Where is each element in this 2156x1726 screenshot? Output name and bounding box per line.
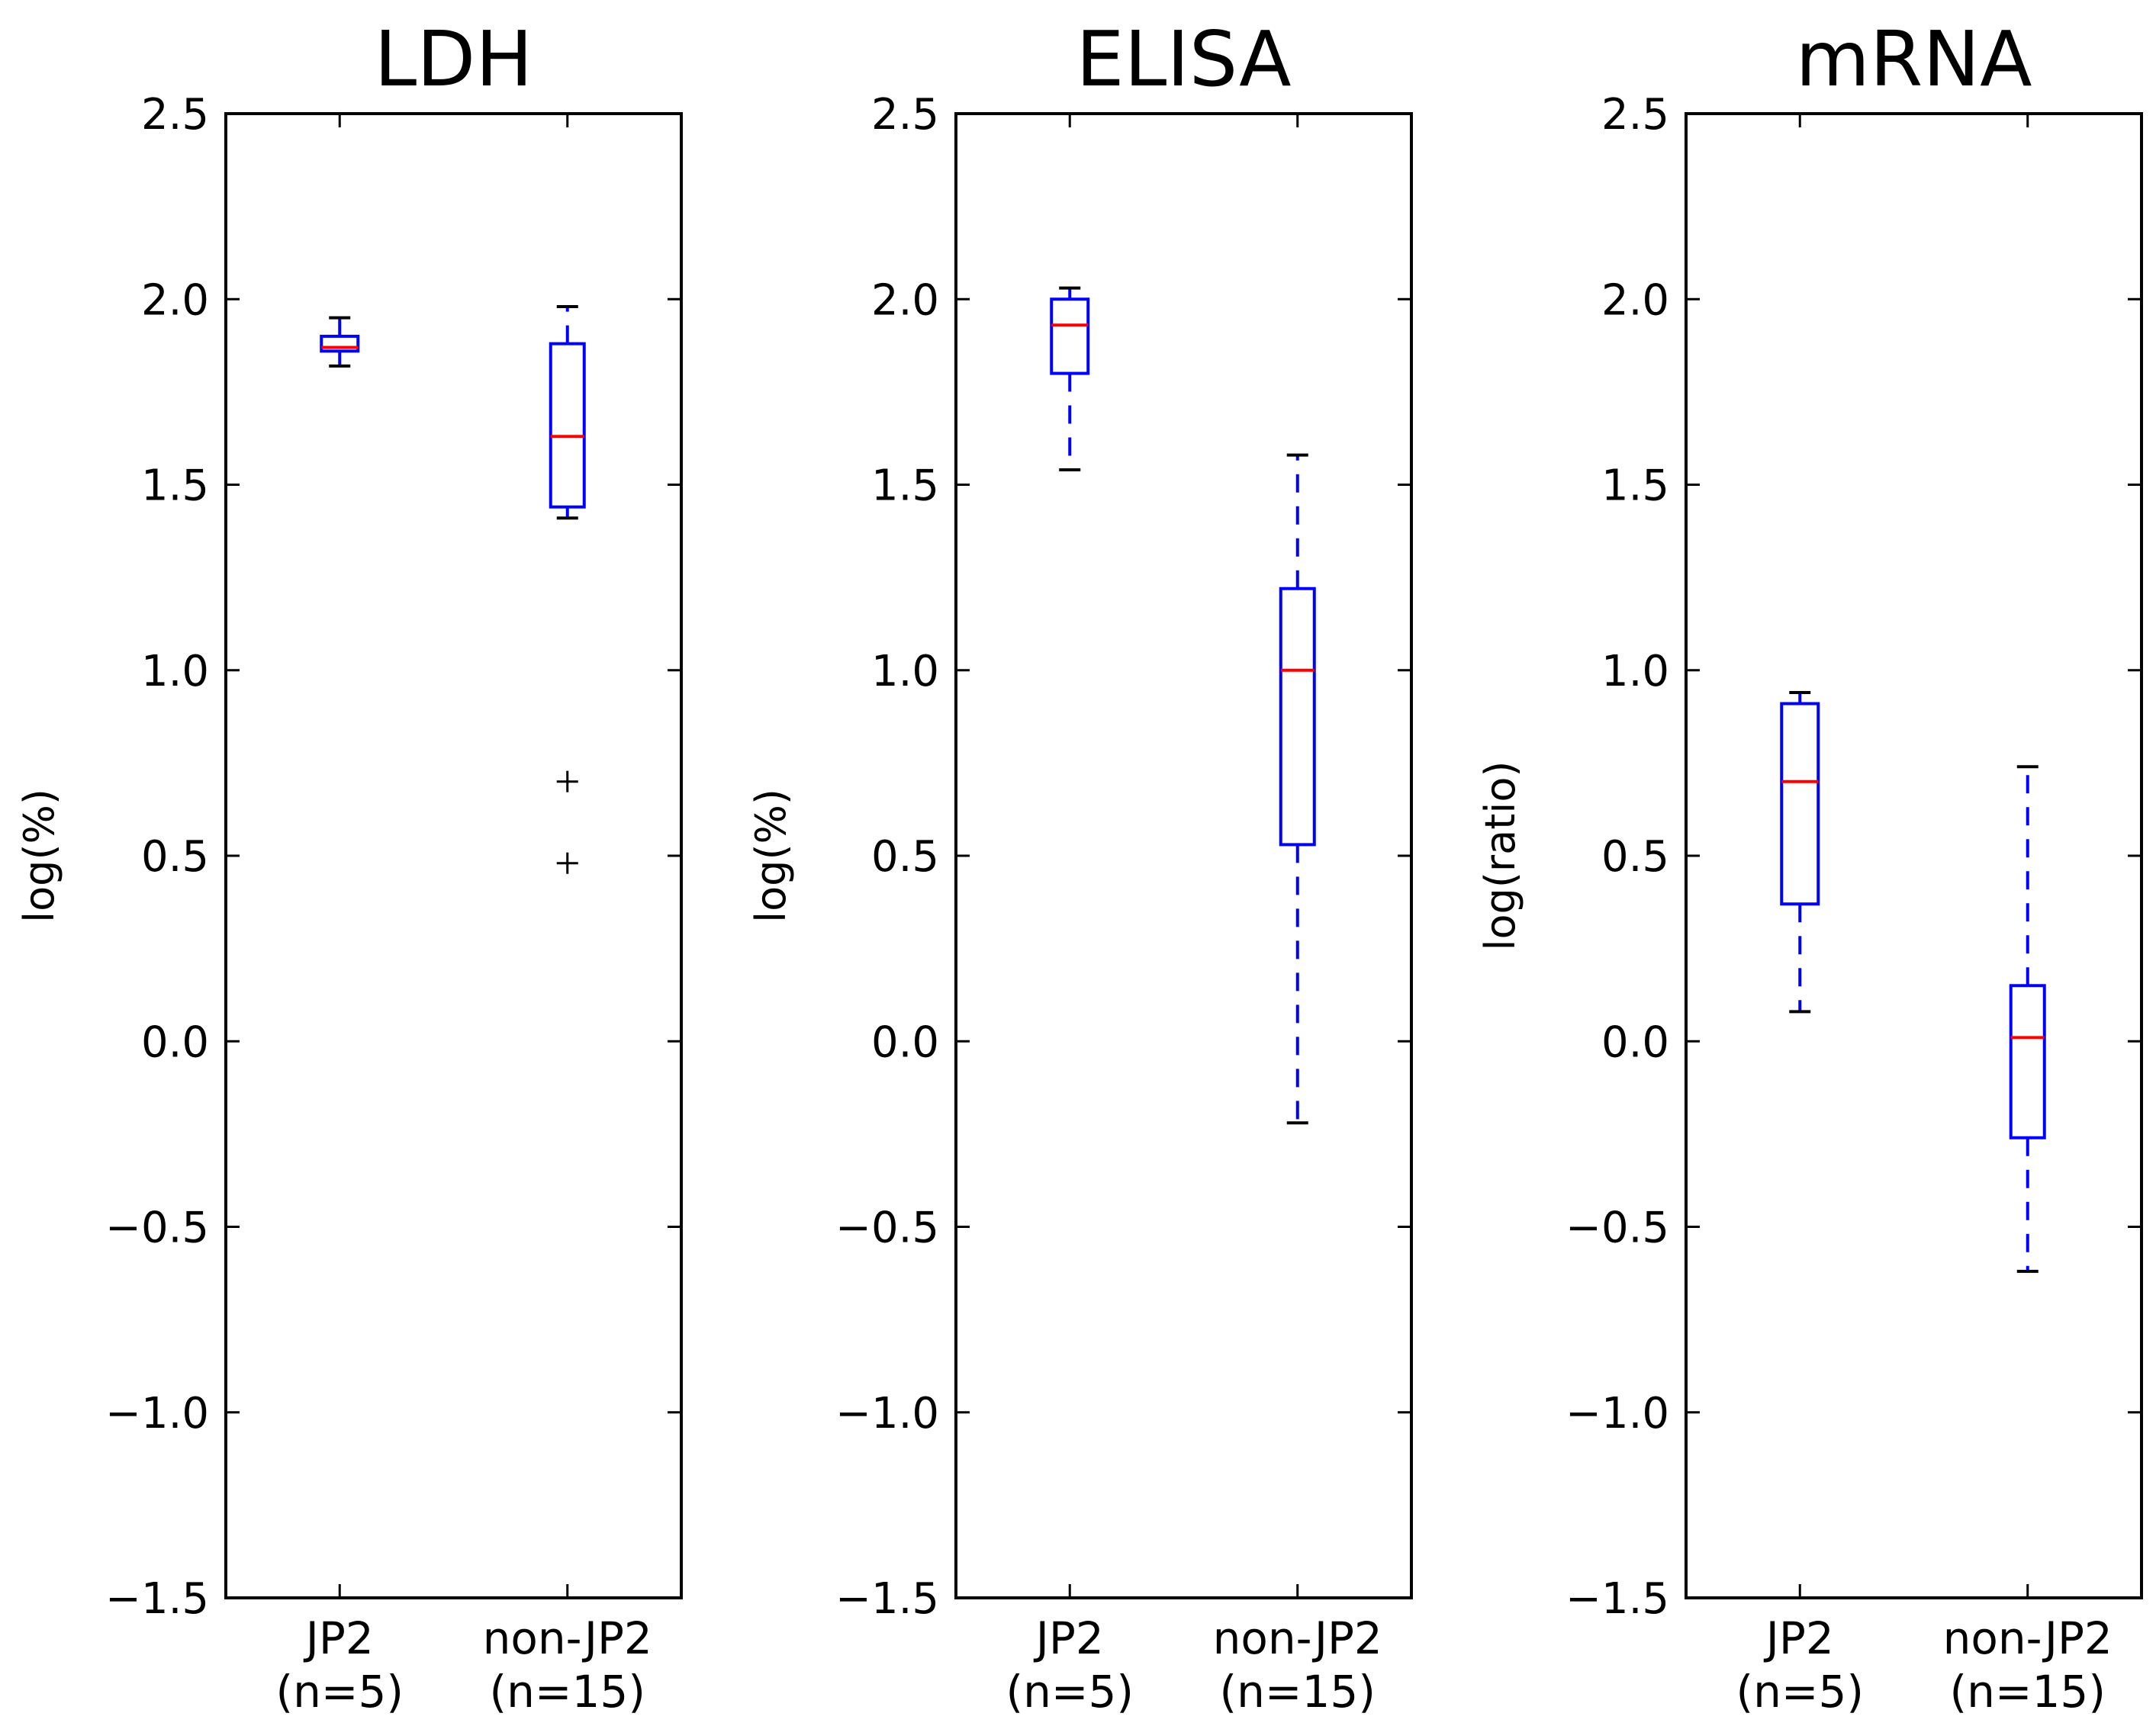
- x-tick-label: JP2: [1034, 1612, 1104, 1664]
- boxplot-non-jp2: [2009, 765, 2046, 1273]
- x-tick-count: (n=5): [1006, 1666, 1134, 1718]
- y-tick-label: −1.5: [835, 1574, 939, 1624]
- x-tick-label: JP2: [1764, 1612, 1834, 1664]
- y-tick-label: 1.0: [1601, 647, 1669, 696]
- y-tick-label: 0.0: [871, 1017, 939, 1067]
- box: [320, 334, 360, 353]
- axes-frame: [954, 112, 1413, 1599]
- box: [1279, 587, 1316, 847]
- axes-frame: [224, 112, 683, 1599]
- y-axis-label: log(ratio): [1476, 761, 1524, 951]
- y-tick-label: −1.5: [105, 1574, 209, 1624]
- x-tick-label: non-JP2: [1213, 1612, 1382, 1664]
- x-tick-label: non-JP2: [483, 1612, 652, 1664]
- y-tick-label: 1.5: [871, 461, 939, 511]
- box: [1780, 702, 1820, 906]
- y-tick-label: 1.5: [141, 461, 209, 511]
- panel-title: mRNA: [1795, 14, 2032, 104]
- x-tick-count: (n=15): [490, 1666, 645, 1718]
- panel-elisa: ELISA 2.5 2.0 1.5 1.0 0.5 0.0 −0.5 −1.0 −1.5 log(%…: [747, 14, 1413, 1718]
- x-tick-label: JP2: [304, 1612, 374, 1664]
- y-tick-label: 2.5: [141, 90, 209, 140]
- y-tick-label: 0.0: [1601, 1017, 1669, 1067]
- outlier-marker: [556, 852, 578, 874]
- panel-title: LDH: [375, 14, 533, 104]
- boxplot-jp2: [1050, 286, 1090, 472]
- y-tick-label: 0.5: [141, 832, 209, 882]
- y-tick-label: 1.0: [871, 647, 939, 696]
- y-tick-label: 2.0: [141, 275, 209, 325]
- y-tick-label: −0.5: [835, 1204, 939, 1253]
- y-tick-label: 1.0: [141, 647, 209, 696]
- boxplot-non-jp2: [549, 304, 586, 874]
- y-tick-label: 2.0: [1601, 275, 1669, 325]
- panel-mrna: mRNA 2.5 2.0 1.5 1.0 0.5 0.0 −0.5 −1.0 −1.5 log(ra…: [1476, 14, 2143, 1718]
- y-tick-label: −0.5: [105, 1204, 209, 1253]
- y-tick-label: 0.0: [141, 1017, 209, 1067]
- boxplot-jp2: [320, 316, 360, 368]
- x-tick-count: (n=5): [275, 1666, 404, 1718]
- boxplot-non-jp2: [1279, 453, 1316, 1125]
- x-tick-count: (n=15): [1950, 1666, 2106, 1718]
- y-tick-label: 0.5: [1601, 832, 1669, 882]
- y-tick-label: −1.0: [835, 1389, 939, 1438]
- box: [549, 342, 586, 509]
- x-tick-count: (n=15): [1220, 1666, 1376, 1718]
- boxplot-jp2: [1780, 690, 1820, 1014]
- y-tick-label: 1.5: [1601, 461, 1669, 511]
- axes-frame: [1685, 112, 2143, 1599]
- box: [2009, 984, 2046, 1139]
- y-tick-label: −1.0: [105, 1389, 209, 1438]
- y-axis-label: log(%): [15, 789, 63, 923]
- y-tick-label: 2.5: [871, 90, 939, 140]
- x-tick-label: non-JP2: [1943, 1612, 2113, 1664]
- outlier-marker: [556, 770, 578, 792]
- y-axis-label: log(%): [747, 789, 795, 923]
- y-tick-label: 2.0: [871, 275, 939, 325]
- panel-ldh: LDH 2.5 2.0 1.5 1.0 0.5 0.0 −0.5 −1.0 −1.5 log(%) J…: [15, 14, 683, 1718]
- y-tick-label: 0.5: [871, 832, 939, 882]
- y-tick-label: −1.0: [1566, 1389, 1669, 1438]
- panel-title: ELISA: [1076, 14, 1291, 104]
- y-tick-label: 2.5: [1601, 90, 1669, 140]
- box: [1050, 297, 1090, 375]
- y-tick-label: −1.5: [1566, 1574, 1669, 1624]
- y-tick-label: −0.5: [1566, 1204, 1669, 1253]
- x-tick-count: (n=5): [1736, 1666, 1864, 1718]
